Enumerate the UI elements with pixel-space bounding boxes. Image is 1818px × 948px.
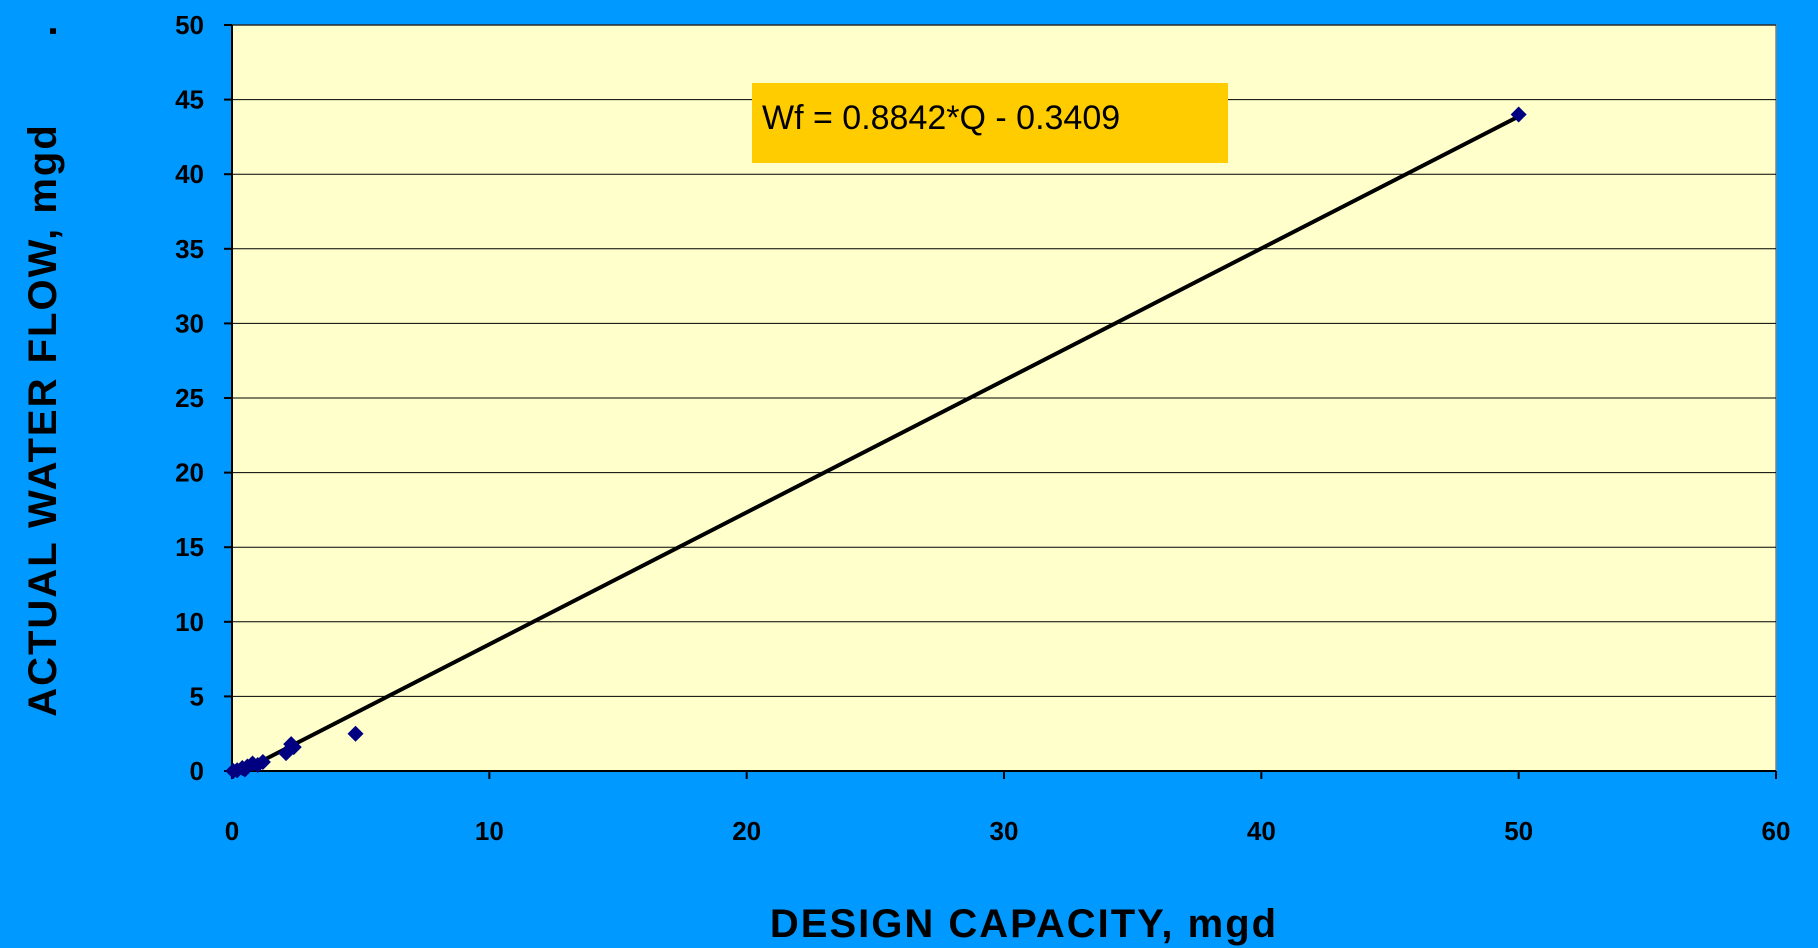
data-point-10 <box>285 739 302 756</box>
y-tick-labels: 0 5 10 15 20 25 30 35 40 45 50 <box>175 10 204 786</box>
y-tick-label-45: 45 <box>175 85 204 115</box>
data-points <box>225 106 1527 779</box>
x-tick-label-30: 30 <box>990 816 1019 846</box>
equation-label: Wf = 0.8842*Q - 0.3409 <box>762 99 1120 137</box>
data-point-12 <box>1510 106 1527 123</box>
y-tick-label-10: 10 <box>175 607 204 637</box>
y-tick-label-20: 20 <box>175 458 204 488</box>
y-tick-label-5: 5 <box>190 681 204 711</box>
data-point-11 <box>347 725 364 742</box>
trend-lines <box>240 114 1521 773</box>
y-axis-label-suffix: . <box>21 23 65 36</box>
y-tick-label-35: 35 <box>175 234 204 264</box>
y-tick-label-40: 40 <box>175 159 204 189</box>
y-tick-label-30: 30 <box>175 308 204 338</box>
x-tick-labels: 0 10 20 30 40 50 60 <box>225 816 1791 846</box>
x-tick-label-50: 50 <box>1504 816 1533 846</box>
y-tick-label-0: 0 <box>190 756 204 786</box>
x-tick-label-10: 10 <box>475 816 504 846</box>
y-tick-label-25: 25 <box>175 383 204 413</box>
trend-line-segment-0 <box>240 114 1521 773</box>
x-tick-label-40: 40 <box>1247 816 1276 846</box>
x-axis-label: DESIGN CAPACITY, mgd <box>770 902 1278 946</box>
x-tick-label-60: 60 <box>1762 816 1791 846</box>
x-tick-label-20: 20 <box>732 816 761 846</box>
y-tick-label-15: 15 <box>175 532 204 562</box>
x-tick-label-0: 0 <box>225 816 239 846</box>
y-axis-label: ACTUAL WATER FLOW, mgd <box>21 123 65 717</box>
equation-annotation: Wf = 0.8842*Q - 0.3409 <box>752 83 1228 163</box>
y-tick-label-50: 50 <box>175 10 204 40</box>
data-point-7 <box>254 754 271 771</box>
equation-box <box>752 83 1228 163</box>
axes <box>224 24 1777 779</box>
